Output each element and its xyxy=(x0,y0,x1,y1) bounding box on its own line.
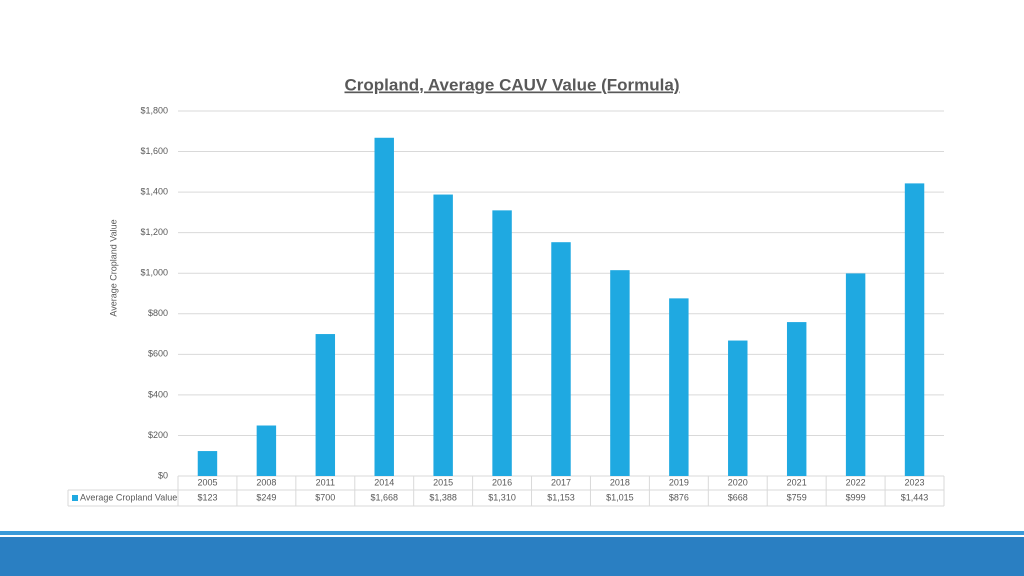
value-label: $999 xyxy=(846,492,866,502)
x-tick-label: 2019 xyxy=(669,477,689,487)
bar xyxy=(904,183,925,476)
x-tick-label: 2021 xyxy=(787,477,807,487)
y-tick-label: $1,200 xyxy=(140,227,168,237)
value-label: $1,388 xyxy=(429,492,457,502)
y-tick-label: $0 xyxy=(158,470,168,480)
x-tick-label: 2018 xyxy=(610,477,630,487)
value-label: $668 xyxy=(728,492,748,502)
value-label: $700 xyxy=(315,492,335,502)
footer-band xyxy=(0,537,1024,576)
footer-stripe xyxy=(0,531,1024,535)
x-tick-label: 2022 xyxy=(846,477,866,487)
x-tick-label: 2008 xyxy=(256,477,276,487)
y-tick-label: $1,400 xyxy=(140,186,168,196)
x-tick-label: 2023 xyxy=(905,477,925,487)
value-label: $249 xyxy=(256,492,276,502)
bar xyxy=(551,242,571,476)
x-tick-label: 2016 xyxy=(492,477,512,487)
value-label: $1,668 xyxy=(370,492,398,502)
x-tick-label: 2014 xyxy=(374,477,394,487)
bar xyxy=(669,298,689,476)
bar xyxy=(374,137,394,476)
value-label: $1,153 xyxy=(547,492,575,502)
y-tick-label: $1,800 xyxy=(140,105,168,115)
y-tick-label: $200 xyxy=(148,430,168,440)
legend-label: Average Cropland Value xyxy=(80,492,177,502)
bar xyxy=(492,210,512,476)
bar xyxy=(197,451,218,476)
value-label: $1,443 xyxy=(901,492,929,502)
x-tick-label: 2011 xyxy=(316,477,335,487)
x-tick-label: 2015 xyxy=(433,477,453,487)
x-tick-label: 2017 xyxy=(551,477,571,487)
bar xyxy=(433,194,453,477)
legend-swatch xyxy=(72,495,78,501)
y-tick-label: $800 xyxy=(148,308,168,318)
y-tick-label: $1,000 xyxy=(140,268,168,278)
value-label: $1,015 xyxy=(606,492,634,502)
x-tick-label: 2005 xyxy=(197,477,217,487)
value-label: $1,310 xyxy=(488,492,516,502)
x-tick-label: 2020 xyxy=(728,477,748,487)
bar xyxy=(315,334,336,476)
value-label: $123 xyxy=(197,492,217,502)
bar xyxy=(610,270,630,476)
y-tick-label: $1,600 xyxy=(140,146,168,156)
value-label: $876 xyxy=(669,492,689,502)
bar xyxy=(845,273,866,476)
y-tick-label: $600 xyxy=(148,349,168,359)
bar xyxy=(256,425,277,476)
y-axis-label: Average Cropland Value xyxy=(108,219,118,316)
y-tick-label: $400 xyxy=(148,389,168,399)
bar xyxy=(728,340,748,476)
bar xyxy=(786,322,807,476)
value-label: $759 xyxy=(787,492,807,502)
chart-title: Cropland, Average CAUV Value (Formula) xyxy=(344,75,679,94)
